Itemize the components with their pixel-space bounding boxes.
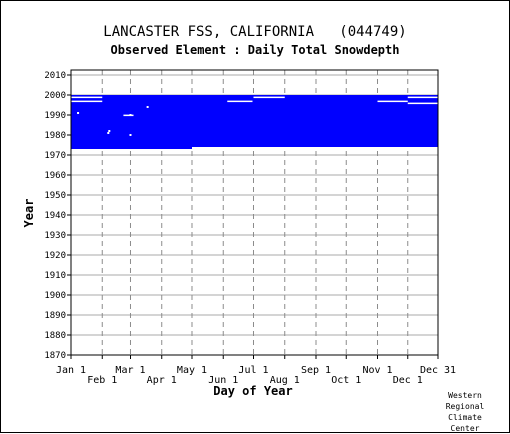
coverage-gap <box>253 96 285 99</box>
coverage-speck <box>129 134 132 136</box>
credit-line: Western <box>448 391 482 400</box>
credit-line: Center <box>450 424 480 433</box>
coverage-gap <box>407 102 438 105</box>
coverage-block <box>71 147 192 149</box>
x-tick-label: Feb 1 <box>87 375 117 386</box>
y-axis-title: Year <box>22 199 36 228</box>
y-tick-label: 1980 <box>44 131 66 141</box>
y-tick-label: 2010 <box>44 71 66 81</box>
coverage-gap <box>407 96 438 99</box>
chart-subtitle: Observed Element : Daily Total Snowdepth <box>110 43 400 57</box>
credit-line: Climate <box>448 413 482 422</box>
coverage-speck <box>146 106 149 108</box>
x-tick-label: May 1 <box>177 365 207 376</box>
coverage-speck <box>129 114 132 116</box>
x-tick-label: Dec 1 <box>393 375 423 386</box>
x-tick-label: Jan 1 <box>56 365 86 376</box>
y-tick-label: 1890 <box>44 311 66 321</box>
y-tick-label: 1880 <box>44 331 66 341</box>
axis-labels: 1870 1880 1890 1900 1910 1920 1930 1940 1950 1960… <box>44 71 456 386</box>
x-tick-label: Mar 1 <box>115 365 145 376</box>
y-tick-label: 1930 <box>44 231 66 241</box>
credit-block: Western Regional Climate Center <box>435 390 495 434</box>
coverage-gap <box>71 100 103 103</box>
coverage-speck <box>107 132 110 134</box>
x-tick-label: Oct 1 <box>331 375 361 386</box>
y-tick-label: 1920 <box>44 251 66 261</box>
x-tick-label: Sep 1 <box>301 365 331 376</box>
coverage-block <box>71 95 438 147</box>
coverage-gap <box>227 100 253 103</box>
plot-border <box>70 69 439 356</box>
coverage-speck <box>77 112 80 114</box>
y-tick-label: 1990 <box>44 111 66 121</box>
credit-line: Regional <box>445 402 485 411</box>
y-tick-label: 2000 <box>44 91 66 101</box>
y-tick-label: 1960 <box>44 171 66 181</box>
x-tick-label: Dec 31 <box>420 365 456 376</box>
coverage-speck <box>228 97 231 99</box>
y-tick-label: 1970 <box>44 151 66 161</box>
x-tick-label: Jun 1 <box>208 375 238 386</box>
chart-title: LANCASTER FSS, CALIFORNIA (044749) <box>103 24 407 40</box>
y-tick-label: 1870 <box>44 351 66 361</box>
y-tick-label: 1950 <box>44 191 66 201</box>
y-tick-label: 1910 <box>44 271 66 281</box>
x-axis-title: Day of Year <box>213 384 292 398</box>
coverage-gap <box>377 100 408 103</box>
x-tick-label: Aug 1 <box>270 375 300 386</box>
coverage-speck <box>235 97 238 99</box>
y-tick-label: 1940 <box>44 211 66 221</box>
coverage-speck <box>185 97 188 99</box>
coverage-speck <box>108 130 111 132</box>
coverage-speck <box>193 95 196 97</box>
data-layer <box>71 95 438 149</box>
x-tick-label: Jul 1 <box>238 365 268 376</box>
x-tick-label: Apr 1 <box>147 375 177 386</box>
y-tick-label: 1900 <box>44 291 66 301</box>
coverage-gap <box>71 96 103 99</box>
x-tick-label: Nov 1 <box>362 365 392 376</box>
coverage-gap <box>123 114 134 117</box>
